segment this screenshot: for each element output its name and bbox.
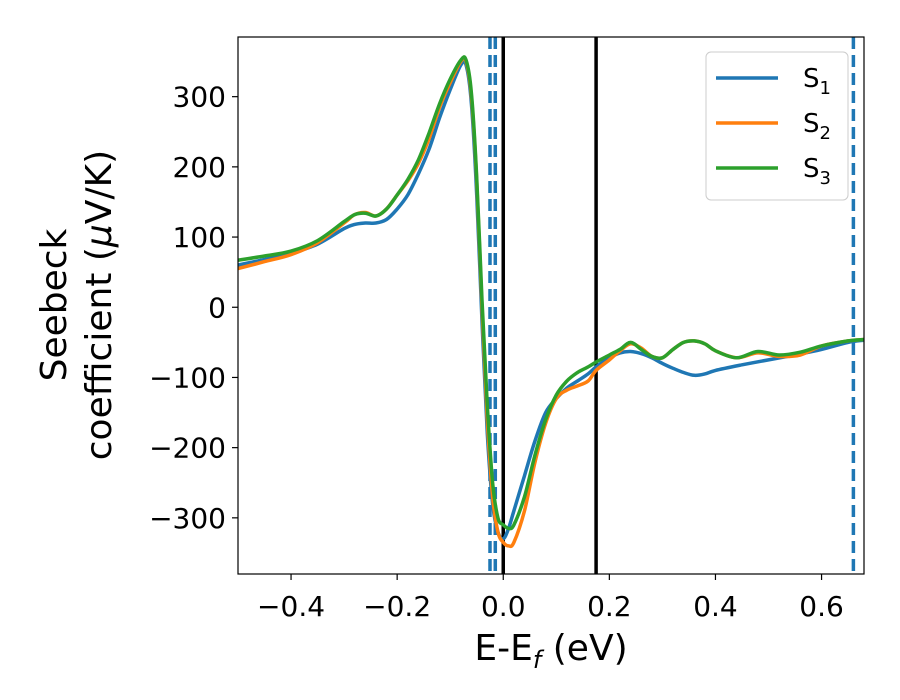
series-line-s1: [238, 59, 864, 541]
y-tick-label: 100: [173, 221, 226, 254]
y-axis-label: Seebeck coefficient (μV/K): [34, 150, 120, 460]
x-axis: −0.4 −0.2 0.0 0.2 0.4 0.6: [257, 574, 844, 623]
legend-box: [705, 51, 849, 201]
y-axis-label-line2: coefficient (μV/K): [79, 150, 120, 460]
x-tick-label: 0.6: [799, 590, 844, 623]
x-tick-label: 0.4: [693, 590, 738, 623]
legend-label-s3: S3: [803, 154, 831, 189]
y-tick-label: −100: [149, 361, 226, 394]
series-lines: [238, 55, 864, 549]
plot-frame: [237, 36, 865, 575]
legend-label-s1: S1: [803, 64, 831, 99]
y-axis-label-line1: Seebeck: [34, 228, 75, 381]
legend: S1 S2 S3: [705, 51, 849, 201]
y-axis: 300 200 100 0 −100 −200 −300: [149, 81, 238, 535]
y-tick-label: 200: [173, 151, 226, 184]
y-tick-label: 300: [173, 81, 226, 114]
y-tick-label: 0: [208, 291, 226, 324]
y-tick-label: −200: [149, 432, 226, 465]
x-tick-label: −0.4: [257, 590, 325, 623]
x-tick-label: 0.0: [481, 590, 526, 623]
reference-lines: [488, 37, 856, 574]
y-tick-label: −300: [149, 502, 226, 535]
x-tick-label: 0.2: [587, 590, 632, 623]
legend-label-s2: S2: [803, 109, 831, 144]
x-tick-label: −0.2: [363, 590, 431, 623]
series-line-s3: [238, 55, 864, 531]
x-axis-label: E-Ef (eV): [474, 628, 627, 674]
